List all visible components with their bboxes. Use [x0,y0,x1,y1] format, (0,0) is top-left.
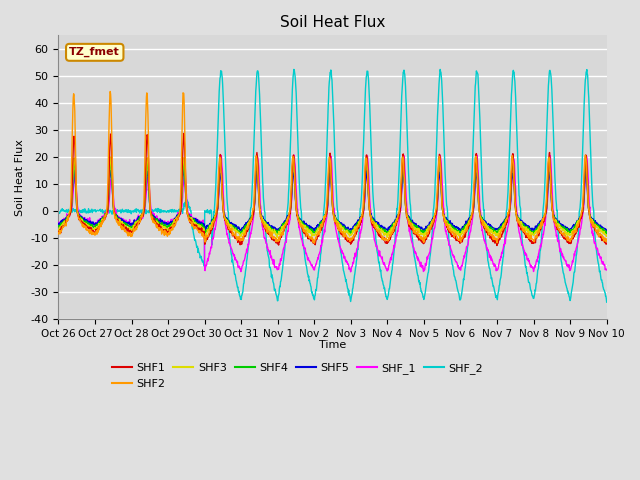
X-axis label: Time: Time [319,340,346,350]
SHF5 [538,217,546,223]
Legend: SHF1, SHF2, SHF3, SHF4, SHF5, SHF_1, SHF_2: SHF1, SHF2, SHF3, SHF4, SHF5, SHF_1, SHF… [108,359,487,393]
SHF3 [238,232,246,238]
SHF_2 [177,209,184,215]
SHF2 [419,236,426,242]
SHF_1 [177,211,184,216]
SHF_2 [418,288,426,294]
SHF3 [290,153,298,158]
SHF5 [54,221,62,227]
SHF4 [177,209,184,215]
SHF1 [238,239,246,245]
SHF2 [54,230,62,236]
SHF4 [238,230,246,236]
SHF1 [603,241,611,247]
Line: SHF3: SHF3 [58,156,607,238]
SHF_2 [490,283,497,289]
SHF4 [163,225,171,230]
SHF4 [54,224,62,229]
SHF_1 [473,152,481,158]
SHF_2 [238,292,246,298]
SHF1 [177,209,184,215]
SHF1 [418,239,426,245]
SHF2 [310,240,318,246]
SHF5 [180,167,188,173]
SHF_2 [54,209,62,215]
Line: SHF5: SHF5 [58,170,607,232]
SHF4 [603,231,611,237]
SHF5 [566,229,573,235]
SHF4 [494,231,502,237]
SHF_1 [418,263,426,269]
Line: SHF2: SHF2 [58,92,607,243]
SHF4 [253,158,260,164]
Line: SHF_1: SHF_1 [58,155,607,272]
Text: TZ_fmet: TZ_fmet [69,47,120,58]
SHF1 [538,222,546,228]
SHF2 [538,222,546,228]
SHF1 [180,131,188,136]
SHF_1 [603,267,611,273]
SHF5 [238,225,246,231]
SHF_1 [238,265,246,271]
SHF_1 [54,222,62,228]
SHF_2 [436,67,444,72]
SHF3 [538,218,546,224]
SHF4 [418,228,426,234]
SHF3 [419,230,426,236]
SHF3 [177,210,184,216]
Y-axis label: Soil Heat Flux: Soil Heat Flux [15,139,25,216]
Title: Soil Heat Flux: Soil Heat Flux [280,15,385,30]
SHF3 [273,235,281,240]
SHF5 [603,228,611,234]
SHF1 [493,242,500,248]
SHF3 [603,232,611,238]
SHF_1 [347,269,355,275]
SHF_2 [603,299,611,305]
SHF_2 [538,229,546,235]
SHF5 [418,225,426,230]
SHF5 [163,222,171,228]
SHF3 [163,226,171,232]
SHF1 [163,229,171,235]
Line: SHF1: SHF1 [58,133,607,245]
Line: SHF_2: SHF_2 [58,70,607,302]
SHF5 [177,206,184,212]
SHF2 [490,237,498,242]
SHF2 [177,191,184,196]
SHF_1 [538,235,546,240]
SHF2 [238,238,246,243]
SHF_2 [163,208,171,214]
SHF4 [538,217,546,223]
SHF1 [490,237,497,242]
SHF4 [490,226,497,231]
SHF_1 [490,261,498,266]
Line: SHF4: SHF4 [58,161,607,234]
SHF2 [603,236,611,242]
SHF3 [54,228,62,234]
SHF1 [54,229,62,235]
SHF2 [106,89,114,95]
SHF2 [164,233,172,239]
SHF3 [490,230,498,236]
SHF_1 [163,219,171,225]
SHF5 [490,225,497,231]
